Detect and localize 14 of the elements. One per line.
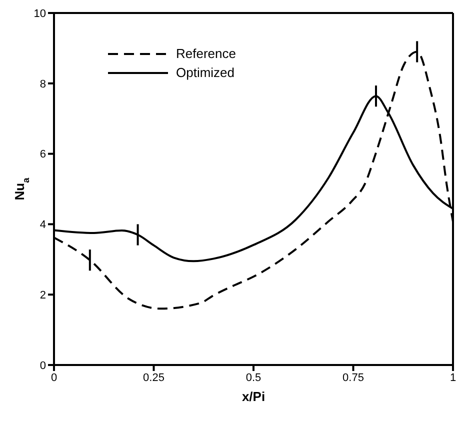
- legend-label: Reference: [176, 46, 236, 61]
- x-tick-label: 1: [450, 372, 456, 384]
- y-tick-label: 4: [40, 219, 46, 232]
- legend-label: Optimized: [176, 65, 235, 80]
- y-tick-label: 6: [40, 148, 46, 161]
- x-axis-title: x/Pi: [242, 389, 266, 404]
- y-tick-label: 0: [40, 360, 46, 372]
- y-tick-label: 2: [40, 290, 46, 302]
- y-tick-label: 8: [40, 78, 46, 90]
- x-tick-label: 0.25: [143, 372, 164, 384]
- x-tick-label: 0.75: [342, 372, 364, 384]
- x-tick-label: 0.5: [246, 372, 262, 384]
- y-tick-label: 10: [34, 8, 46, 20]
- x-tick-label: 0: [50, 372, 58, 384]
